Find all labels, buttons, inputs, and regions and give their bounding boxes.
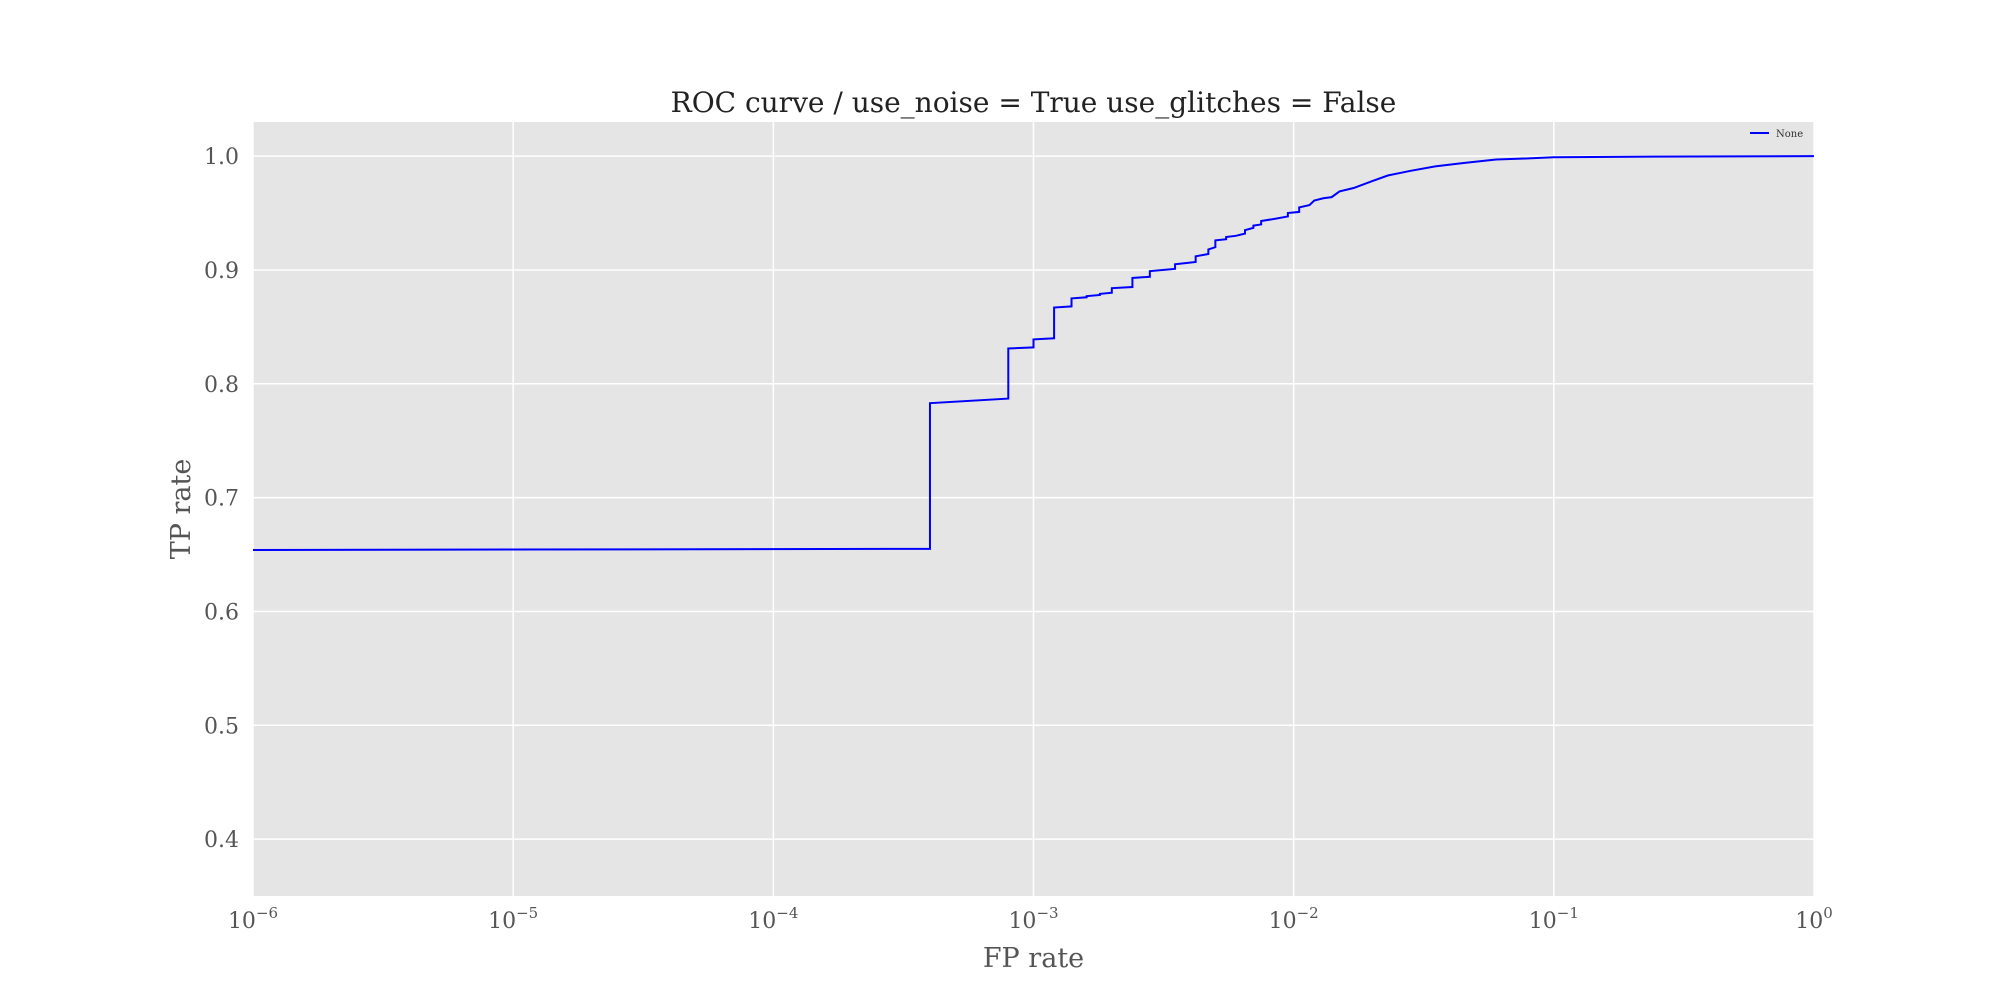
y-tick-label: 0.9	[204, 259, 239, 284]
y-tick-label: 0.4	[204, 828, 239, 853]
x-tick-label: 100	[1795, 904, 1833, 934]
roc-series-line	[252, 155, 1815, 551]
y-tick-labels: 0.4 0.5 0.6 0.7 0.8 0.9 1.0	[204, 145, 239, 853]
series-layer	[252, 155, 1815, 551]
x-tick-label: 10−4	[748, 904, 798, 934]
x-tick-labels: 10−6 10−5 10−4 10−3 10−2 10−1 100	[228, 904, 1833, 934]
y-tick-label: 1.0	[204, 145, 239, 170]
x-tick-label: 10−3	[1008, 904, 1058, 934]
y-tick-label: 0.5	[204, 714, 239, 739]
y-tick-label: 0.6	[204, 600, 239, 625]
legend: None	[1750, 129, 1803, 140]
grid-lines	[252, 122, 1815, 896]
y-tick-label: 0.8	[204, 373, 239, 398]
legend-label-none: None	[1776, 129, 1803, 140]
y-axis-label: TP rate	[166, 459, 197, 560]
x-tick-label: 10−2	[1269, 904, 1319, 934]
x-tick-label: 10−1	[1529, 904, 1579, 934]
y-tick-label: 0.7	[204, 487, 239, 512]
chart-title: ROC curve / use_noise = True use_glitche…	[671, 86, 1397, 119]
x-axis-label: FP rate	[983, 943, 1084, 974]
x-tick-label: 10−6	[228, 904, 278, 934]
x-tick-label: 10−5	[488, 904, 538, 934]
